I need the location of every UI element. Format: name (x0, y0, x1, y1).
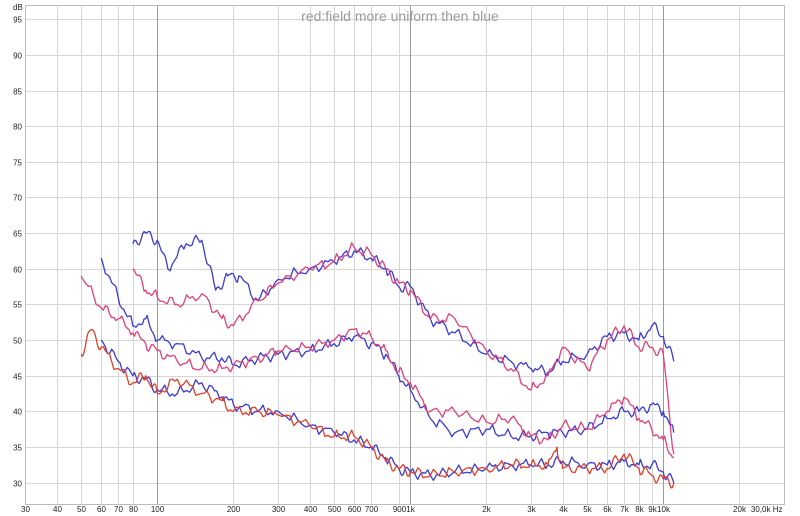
series-line (80, 275, 674, 459)
x-tick-label: 2k (482, 505, 491, 514)
y-axis-labels: 30 35 40 45 50 55 60 65 70 75 80 85 90 95 (13, 16, 22, 489)
x-tick-label: 500 (328, 505, 342, 514)
x-tick-label: 6k (603, 505, 612, 514)
x-tick-label: 50 (77, 505, 86, 514)
x-tick-label: 200 (227, 505, 241, 514)
series-line (100, 339, 675, 483)
x-tick-label: 5k (583, 505, 592, 514)
y-tick-label: 35 (13, 444, 22, 453)
y-tick-label: 65 (13, 230, 22, 239)
y-tick-label: 70 (13, 194, 22, 203)
x-tick-label: 10k (657, 505, 671, 514)
x-tick-label: 1k (406, 505, 415, 514)
x-tick-label: 8k (635, 505, 644, 514)
x-tick-label: 4k (559, 505, 568, 514)
series-group (80, 230, 675, 489)
y-tick-label: 60 (13, 266, 22, 275)
y-axis-label: dB (13, 3, 23, 12)
y-tick-label: 30 (13, 480, 22, 489)
y-tick-label: 55 (13, 301, 22, 310)
x-tick-label: 300 (272, 505, 286, 514)
x-tick-label: 9k (648, 505, 657, 514)
y-tick-label: 85 (13, 88, 22, 97)
y-tick-label: 80 (13, 123, 22, 132)
plot-frame (25, 5, 785, 505)
x-tick-label: 400 (304, 505, 318, 514)
x-axis-labels: 30 40 50 60 70 80 100 200 300 400 500 600 700 900 1k 2k… (21, 505, 782, 514)
x-tick-label: 700 (365, 505, 379, 514)
x-tick-label: 7k (620, 505, 629, 514)
series-line (80, 328, 675, 489)
y-tick-label: 50 (13, 337, 22, 346)
y-tick-label: 95 (13, 16, 22, 25)
y-tick-label: 75 (13, 159, 22, 168)
x-tick-label: 30,0k Hz (751, 505, 783, 514)
x-tick-label: 900 (393, 505, 407, 514)
x-tick-label: 600 (348, 505, 362, 514)
y-tick-label: 90 (13, 52, 22, 61)
x-tick-label: 3k (527, 505, 536, 514)
y-tick-label: 45 (13, 373, 22, 382)
x-tick-label: 100 (151, 505, 165, 514)
x-tick-label: 30 (21, 505, 30, 514)
x-tick-label: 80 (129, 505, 138, 514)
chart-title: red:field more uniform then blue (301, 8, 499, 24)
series-line (132, 242, 675, 455)
x-tick-label: 70 (114, 505, 123, 514)
x-tick-label: 20k (733, 505, 747, 514)
series-line (132, 230, 675, 377)
y-tick-label: 40 (13, 408, 22, 417)
x-tick-label: 60 (97, 505, 106, 514)
x-tick-label: 40 (53, 505, 62, 514)
